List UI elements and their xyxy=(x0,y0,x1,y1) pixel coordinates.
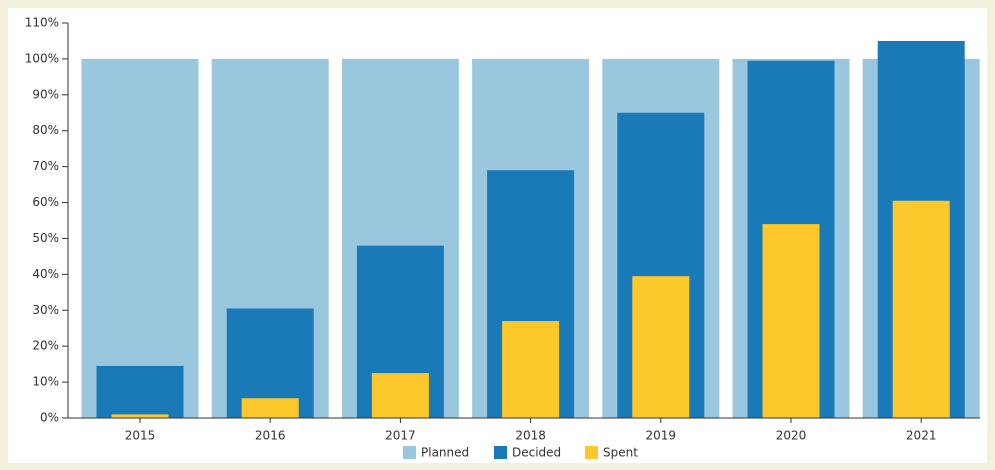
y-tick-label: 20% xyxy=(32,339,59,353)
y-tick-label: 100% xyxy=(25,51,59,65)
legend-swatch xyxy=(494,446,507,459)
x-tick-label: 2018 xyxy=(515,429,546,443)
y-tick-label: 80% xyxy=(32,123,59,137)
bar xyxy=(502,321,560,418)
legend-label: Decided xyxy=(512,446,561,460)
y-tick-label: 10% xyxy=(32,375,59,389)
bar xyxy=(111,414,169,418)
legend-swatch xyxy=(403,446,416,459)
legend-swatch xyxy=(585,446,598,459)
x-tick-label: 2017 xyxy=(385,429,416,443)
x-tick-label: 2015 xyxy=(125,429,156,443)
legend-label: Spent xyxy=(603,446,638,460)
y-tick-label: 50% xyxy=(32,231,59,245)
y-tick-label: 40% xyxy=(32,267,59,281)
bar xyxy=(892,200,950,418)
bar xyxy=(762,224,820,418)
bar xyxy=(241,398,299,418)
y-tick-label: 110% xyxy=(25,16,59,30)
x-tick-label: 2021 xyxy=(906,429,937,443)
bar xyxy=(81,58,199,419)
x-tick-label: 2019 xyxy=(646,429,677,443)
y-tick-label: 90% xyxy=(32,87,59,101)
bar xyxy=(632,276,690,418)
y-tick-label: 70% xyxy=(32,159,59,173)
legend-label: Planned xyxy=(421,446,469,460)
bar xyxy=(371,373,429,418)
y-tick-label: 60% xyxy=(32,195,59,209)
y-tick-label: 30% xyxy=(32,303,59,317)
bar xyxy=(96,365,184,418)
y-tick-label: 0% xyxy=(40,411,59,425)
x-tick-label: 2016 xyxy=(255,429,286,443)
x-tick-label: 2020 xyxy=(776,429,807,443)
